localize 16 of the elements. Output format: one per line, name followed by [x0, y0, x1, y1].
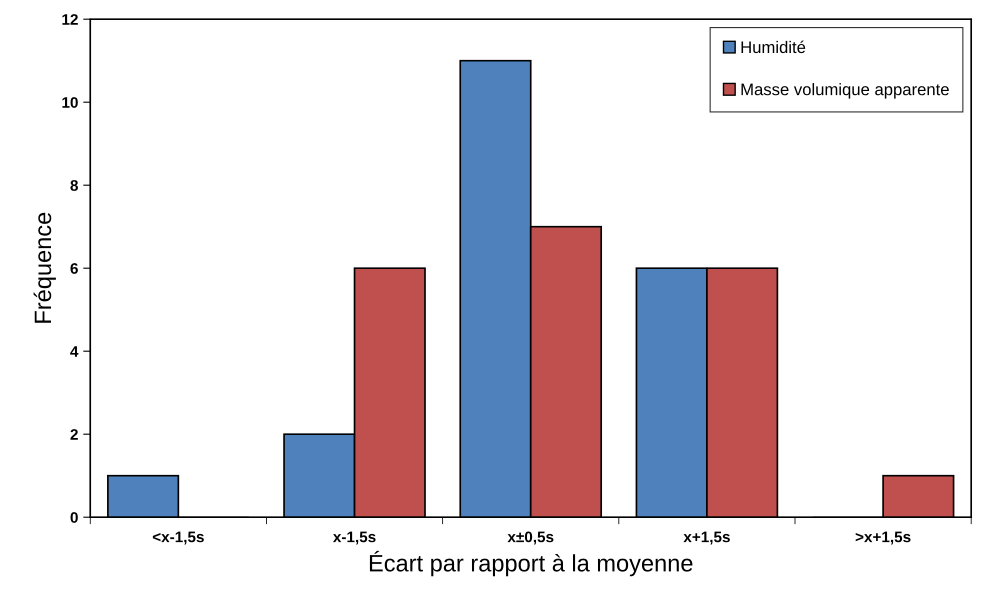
y-tick-label: 10 — [62, 97, 78, 108]
x-tick-label: >x+1,5s — [856, 532, 911, 545]
legend-label: Masse volumique apparente — [742, 83, 949, 99]
y-tick-label: 2 — [70, 429, 78, 440]
y-axis-title: Fréquence — [34, 212, 56, 323]
y-tick-label: 0 — [70, 512, 78, 523]
x-axis-title: Écart par rapport à la moyenne — [370, 550, 692, 576]
x-tick-label: x+1,5s — [683, 532, 730, 545]
y-tick-label: 6 — [70, 263, 78, 274]
x-tick-label: x±0,5s — [508, 531, 554, 545]
y-tick-label: 8 — [70, 180, 78, 191]
x-tick-label: x-1,5s — [332, 532, 376, 545]
legend-label: Humidité — [742, 40, 806, 54]
y-tick-label: 4 — [70, 346, 78, 357]
x-tick-label: <x-1,5s — [152, 532, 204, 545]
y-tick-label: 12 — [62, 14, 78, 25]
